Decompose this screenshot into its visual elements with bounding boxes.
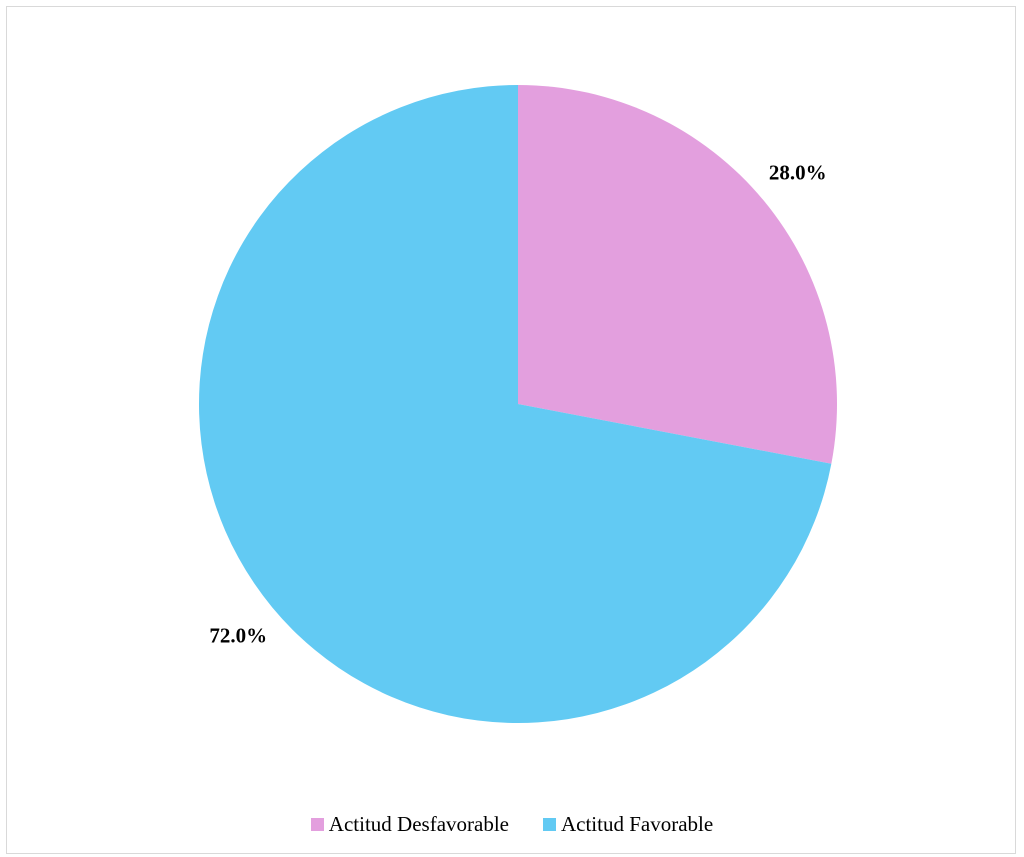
pie-data-labels: 28.0% 72.0% xyxy=(209,161,826,648)
data-label-actitud-desfavorable: 28.0% xyxy=(769,161,827,185)
pie-slices xyxy=(198,85,837,723)
legend-item: Actitud Desfavorable xyxy=(310,812,509,837)
pie-slice-actitud-desfavorable xyxy=(518,85,837,464)
chart-legend: Actitud Desfavorable Actitud Favorable xyxy=(0,812,1024,837)
legend-label: Actitud Favorable xyxy=(560,812,714,836)
legend-item: Actitud Favorable xyxy=(542,812,714,837)
legend-label: Actitud Desfavorable xyxy=(328,812,509,836)
legend-swatch xyxy=(310,818,324,831)
legend-swatch xyxy=(542,818,556,831)
data-label-actitud-favorable: 72.0% xyxy=(209,623,267,647)
pie-slice-actitud-favorable xyxy=(198,85,832,723)
